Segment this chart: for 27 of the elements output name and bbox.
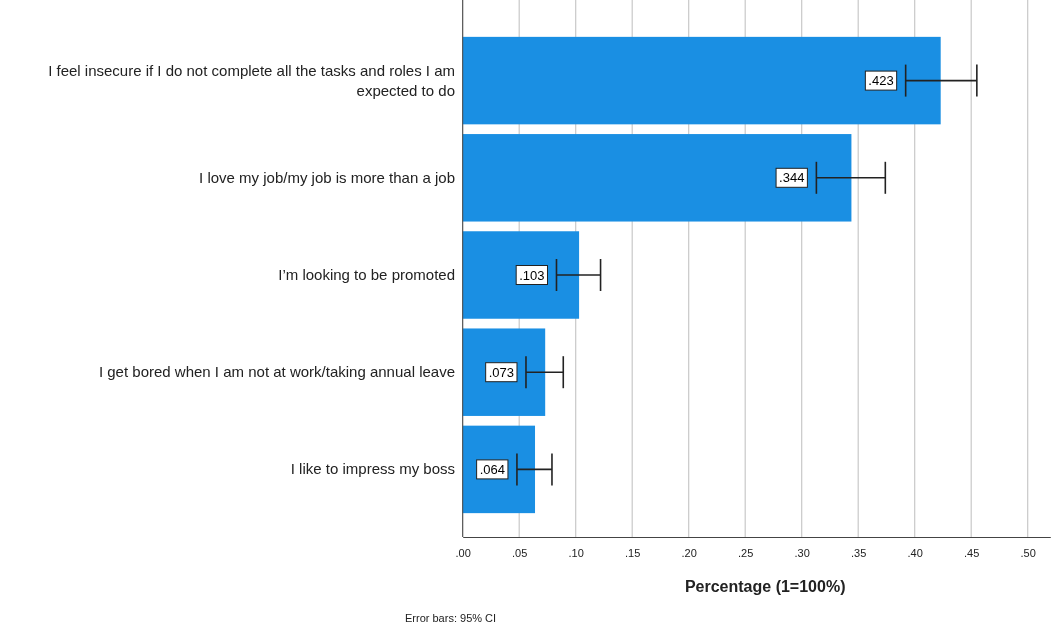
x-tick-label: .20 [681,546,697,559]
x-tick-label: .45 [964,546,980,559]
x-axis-title: Percentage (1=100%) [684,578,846,595]
data-label: .344 [779,170,805,186]
x-tick-label: .00 [455,546,471,559]
y-tick-label: I feel insecure if I do not complete all the tasks and roles I am expected to do [48,61,455,99]
data-label: .423 [868,73,894,89]
x-tick-label: .05 [512,546,528,559]
data-label: .064 [479,461,505,477]
x-tick-label: .40 [907,546,923,559]
x-tick-label: .10 [568,546,584,559]
y-tick-label: I’m looking to be promoted [278,266,455,283]
y-tick-label: I love my job/my job is more than a job [199,168,455,186]
y-tick-label: I like to impress my boss [290,460,455,478]
bar [462,36,941,125]
data-label: .073 [488,364,514,380]
data-label: .103 [519,267,545,283]
bar [462,328,546,416]
x-tick-label: .35 [851,546,867,559]
x-tick-label: .15 [625,546,641,559]
text: Error bars: 95% CI [405,612,497,624]
x-tick-label: .50 [1020,546,1036,559]
x-tick-label: .25 [738,546,754,559]
x-tick-label: .30 [794,546,810,559]
y-tick-label: I get bored when I am not at work/taking annual leave [98,363,455,381]
bar [462,134,852,222]
bar [462,231,580,319]
